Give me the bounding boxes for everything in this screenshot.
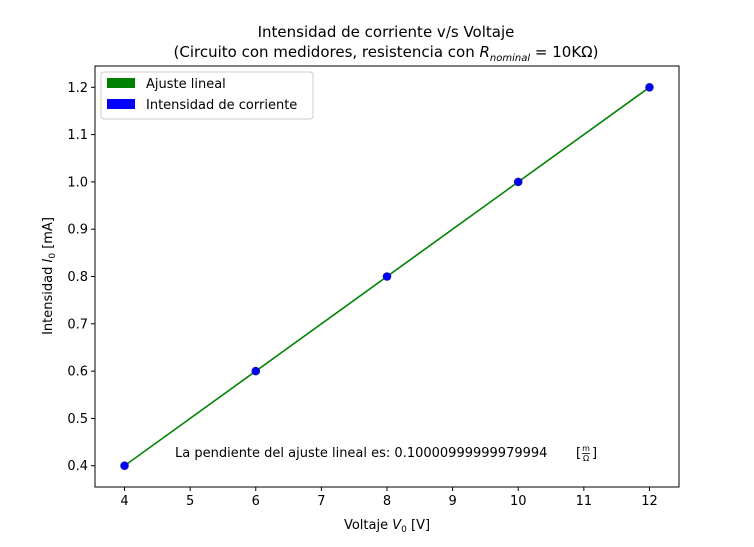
y-tick-label: 0.6 [67, 365, 88, 380]
x-tick-label: 5 [186, 494, 194, 509]
x-tick-label: 8 [383, 494, 391, 509]
legend-swatch-intensidad [107, 99, 135, 109]
title-line2-math: R [479, 43, 489, 61]
y-tick-label: 1.1 [67, 128, 88, 143]
slope-annotation-unit-den: Ω [583, 454, 589, 463]
xlabel-var: V [392, 518, 402, 533]
slope-annotation: La pendiente del ajuste lineal es: 0.100… [175, 444, 597, 463]
x-tick-label: 6 [252, 494, 260, 509]
x-tick-label: 4 [120, 494, 128, 509]
legend: Ajuste lineal Intensidad de corriente [100, 71, 314, 120]
slope-annotation-bracket-open: [ [576, 446, 581, 461]
ylabel-var: I [41, 259, 56, 263]
chart-title-line1: Intensidad de corriente v/s Voltaje [258, 23, 515, 41]
xlabel-prefix: Voltaje [344, 518, 392, 533]
title-line2-prefix: (Circuito con medidores, resistencia con [174, 43, 480, 61]
xlabel-unit: [V] [407, 518, 430, 533]
y-tick-label: 0.4 [67, 459, 88, 474]
y-tick-label: 1.0 [67, 175, 88, 190]
y-axis-label: Intensidad I0 [mA] [41, 217, 58, 335]
ylabel-sub: 0 [48, 253, 58, 259]
title-line2-suffix: = 10KΩ) [530, 43, 598, 61]
slope-annotation-unit-num: m [582, 444, 590, 453]
y-tick-label: 0.8 [67, 270, 88, 285]
x-axis-label: Voltaje V0 [V] [344, 518, 430, 535]
slope-annotation-text: La pendiente del ajuste lineal es: 0.100… [175, 446, 547, 461]
legend-label-ajuste-lineal: Ajuste lineal [146, 77, 226, 92]
data-point [120, 461, 129, 471]
x-tick-label: 9 [448, 494, 456, 509]
y-axis-ticks: 0.4 0.5 0.6 0.7 0.8 0.9 1.0 1.1 1.2 [67, 81, 95, 474]
chart-title-line2: (Circuito con medidores, resistencia con… [174, 43, 599, 64]
data-point [251, 366, 261, 376]
title-line2-sub: nominal [490, 53, 530, 64]
y-tick-label: 1.2 [67, 81, 88, 96]
legend-label-intensidad: Intensidad de corriente [146, 98, 297, 113]
data-point [382, 272, 392, 281]
y-tick-label: 0.7 [67, 317, 88, 332]
y-tick-label: 0.5 [67, 412, 88, 427]
xlabel-sub: 0 [401, 525, 407, 535]
legend-swatch-ajuste-lineal [107, 78, 135, 88]
x-tick-label: 10 [510, 494, 527, 509]
data-point [645, 82, 654, 92]
slope-annotation-bracket-close: ] [592, 446, 597, 461]
y-tick-label: 0.9 [67, 223, 88, 238]
x-tick-label: 11 [576, 494, 593, 509]
x-tick-label: 7 [317, 494, 325, 509]
x-tick-label: 12 [641, 494, 658, 509]
legend-frame [100, 71, 314, 120]
data-point [513, 177, 523, 187]
ylabel-prefix: Intensidad [41, 263, 56, 335]
ylabel-unit: [mA] [41, 217, 56, 253]
x-axis-ticks: 4 5 6 7 8 9 10 11 12 [120, 487, 658, 509]
series-layer [120, 82, 654, 471]
